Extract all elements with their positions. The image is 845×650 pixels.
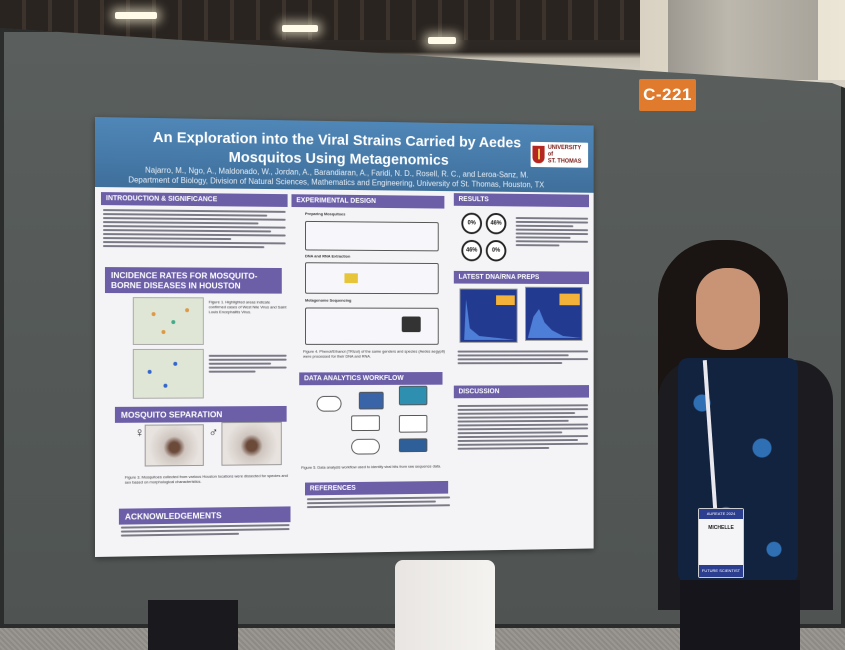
step-extraction: DNA and RNA Extraction <box>305 253 353 261</box>
figure4-caption: Figure 4. Phenol/Ethanol (TRIzol) of the… <box>303 349 446 371</box>
male-mosquito-image <box>221 422 281 466</box>
figure1-caption: Figure 1. Highlighted areas indicate con… <box>209 299 287 349</box>
section-separation-heading: MOSQUITO SEPARATION <box>115 406 287 423</box>
poster-title: An Exploration into the Viral Strains Ca… <box>135 128 538 171</box>
references-text <box>307 495 450 520</box>
ceiling-light <box>115 12 157 19</box>
logo-line2: ST. THOMAS <box>548 158 586 165</box>
booth-number-tag: C-221 <box>639 79 696 111</box>
sequencing-diagram <box>305 307 439 344</box>
section-experimental-heading: EXPERIMENTAL DESIGN <box>291 194 444 208</box>
ceiling-light <box>282 25 318 32</box>
workflow-node <box>351 439 380 455</box>
preparing-diagram <box>305 221 439 251</box>
female-symbol: ♀ <box>135 425 145 440</box>
passerby-legs-dark <box>148 600 238 650</box>
workflow-node <box>359 392 384 410</box>
result-percent-3: 46% <box>461 240 482 261</box>
section-latest-preps-heading: LATEST DNA/RNA PREPS <box>454 271 589 284</box>
female-mosquito-image <box>145 424 204 466</box>
figure5-caption: Figure 5. Data analysis workflow used to… <box>301 463 444 480</box>
results-text <box>516 215 588 264</box>
university-logo: UNIVERSITY of ST. THOMAS <box>531 142 588 168</box>
section-intro-heading: INTRODUCTION & SIGNIFICANCE <box>101 192 288 207</box>
name-badge: AUREATE 2024 MICHELLE FUTURE SCIENTIST <box>698 508 744 578</box>
dna-rna-trace-chart-1 <box>459 288 517 342</box>
houston-map-2 <box>133 349 204 399</box>
badge-role: FUTURE SCIENTIST <box>699 565 743 577</box>
figure3-caption: Figure 3. Mosquitoes collected from vari… <box>125 473 292 503</box>
houston-map-1 <box>133 297 204 345</box>
discussion-text <box>458 402 589 480</box>
ceiling-light <box>428 37 456 44</box>
shield-icon <box>532 146 545 164</box>
step-sequencing: Metagenome Sequencing <box>305 298 359 306</box>
result-percent-2: 46% <box>486 213 507 235</box>
trace-plot-2 <box>526 288 583 341</box>
step-preparing: Preparing Mosquitoes <box>305 211 353 219</box>
result-percent-1: 0% <box>461 213 482 235</box>
section-analytics-heading: DATA ANALYTICS WORKFLOW <box>299 372 442 385</box>
badge-event: AUREATE 2024 <box>699 509 743 519</box>
workflow-node <box>317 396 342 412</box>
section-references-heading: REFERENCES <box>305 481 448 495</box>
male-symbol: ♂ <box>209 424 219 439</box>
figure2-caption <box>209 353 287 393</box>
concrete-pillar <box>668 0 818 80</box>
research-poster: An Exploration into the Viral Strains Ca… <box>95 117 594 557</box>
extraction-diagram <box>305 262 439 294</box>
section-incidence-heading: INCIDENCE RATES FOR MOSQUITO-BORNE DISEA… <box>105 267 282 294</box>
presenter-face <box>696 268 760 350</box>
trace-plot-1 <box>460 289 517 342</box>
passerby-legs <box>395 560 495 650</box>
section-discussion-heading: DISCUSSION <box>454 385 589 398</box>
section-results-heading: RESULTS <box>454 193 589 207</box>
acknowledgements-text <box>121 522 290 549</box>
latest-preps-caption <box>458 349 589 376</box>
workflow-node <box>351 415 380 431</box>
workflow-node <box>399 415 427 433</box>
dna-rna-trace-chart-2 <box>525 287 583 341</box>
result-percent-4: 0% <box>486 240 507 261</box>
presenter: AUREATE 2024 MICHELLE FUTURE SCIENTIST <box>650 240 845 650</box>
workflow-node <box>399 386 427 406</box>
poster-header: An Exploration into the Viral Strains Ca… <box>95 117 594 193</box>
workflow-node <box>399 438 427 452</box>
intro-text <box>103 207 286 263</box>
badge-name: MICHELLE <box>699 525 743 531</box>
logo-line1: UNIVERSITY of <box>548 145 586 159</box>
poster-session-scene: C-221 An Exploration into the Viral Stra… <box>0 0 845 650</box>
presenter-pants <box>680 580 800 650</box>
